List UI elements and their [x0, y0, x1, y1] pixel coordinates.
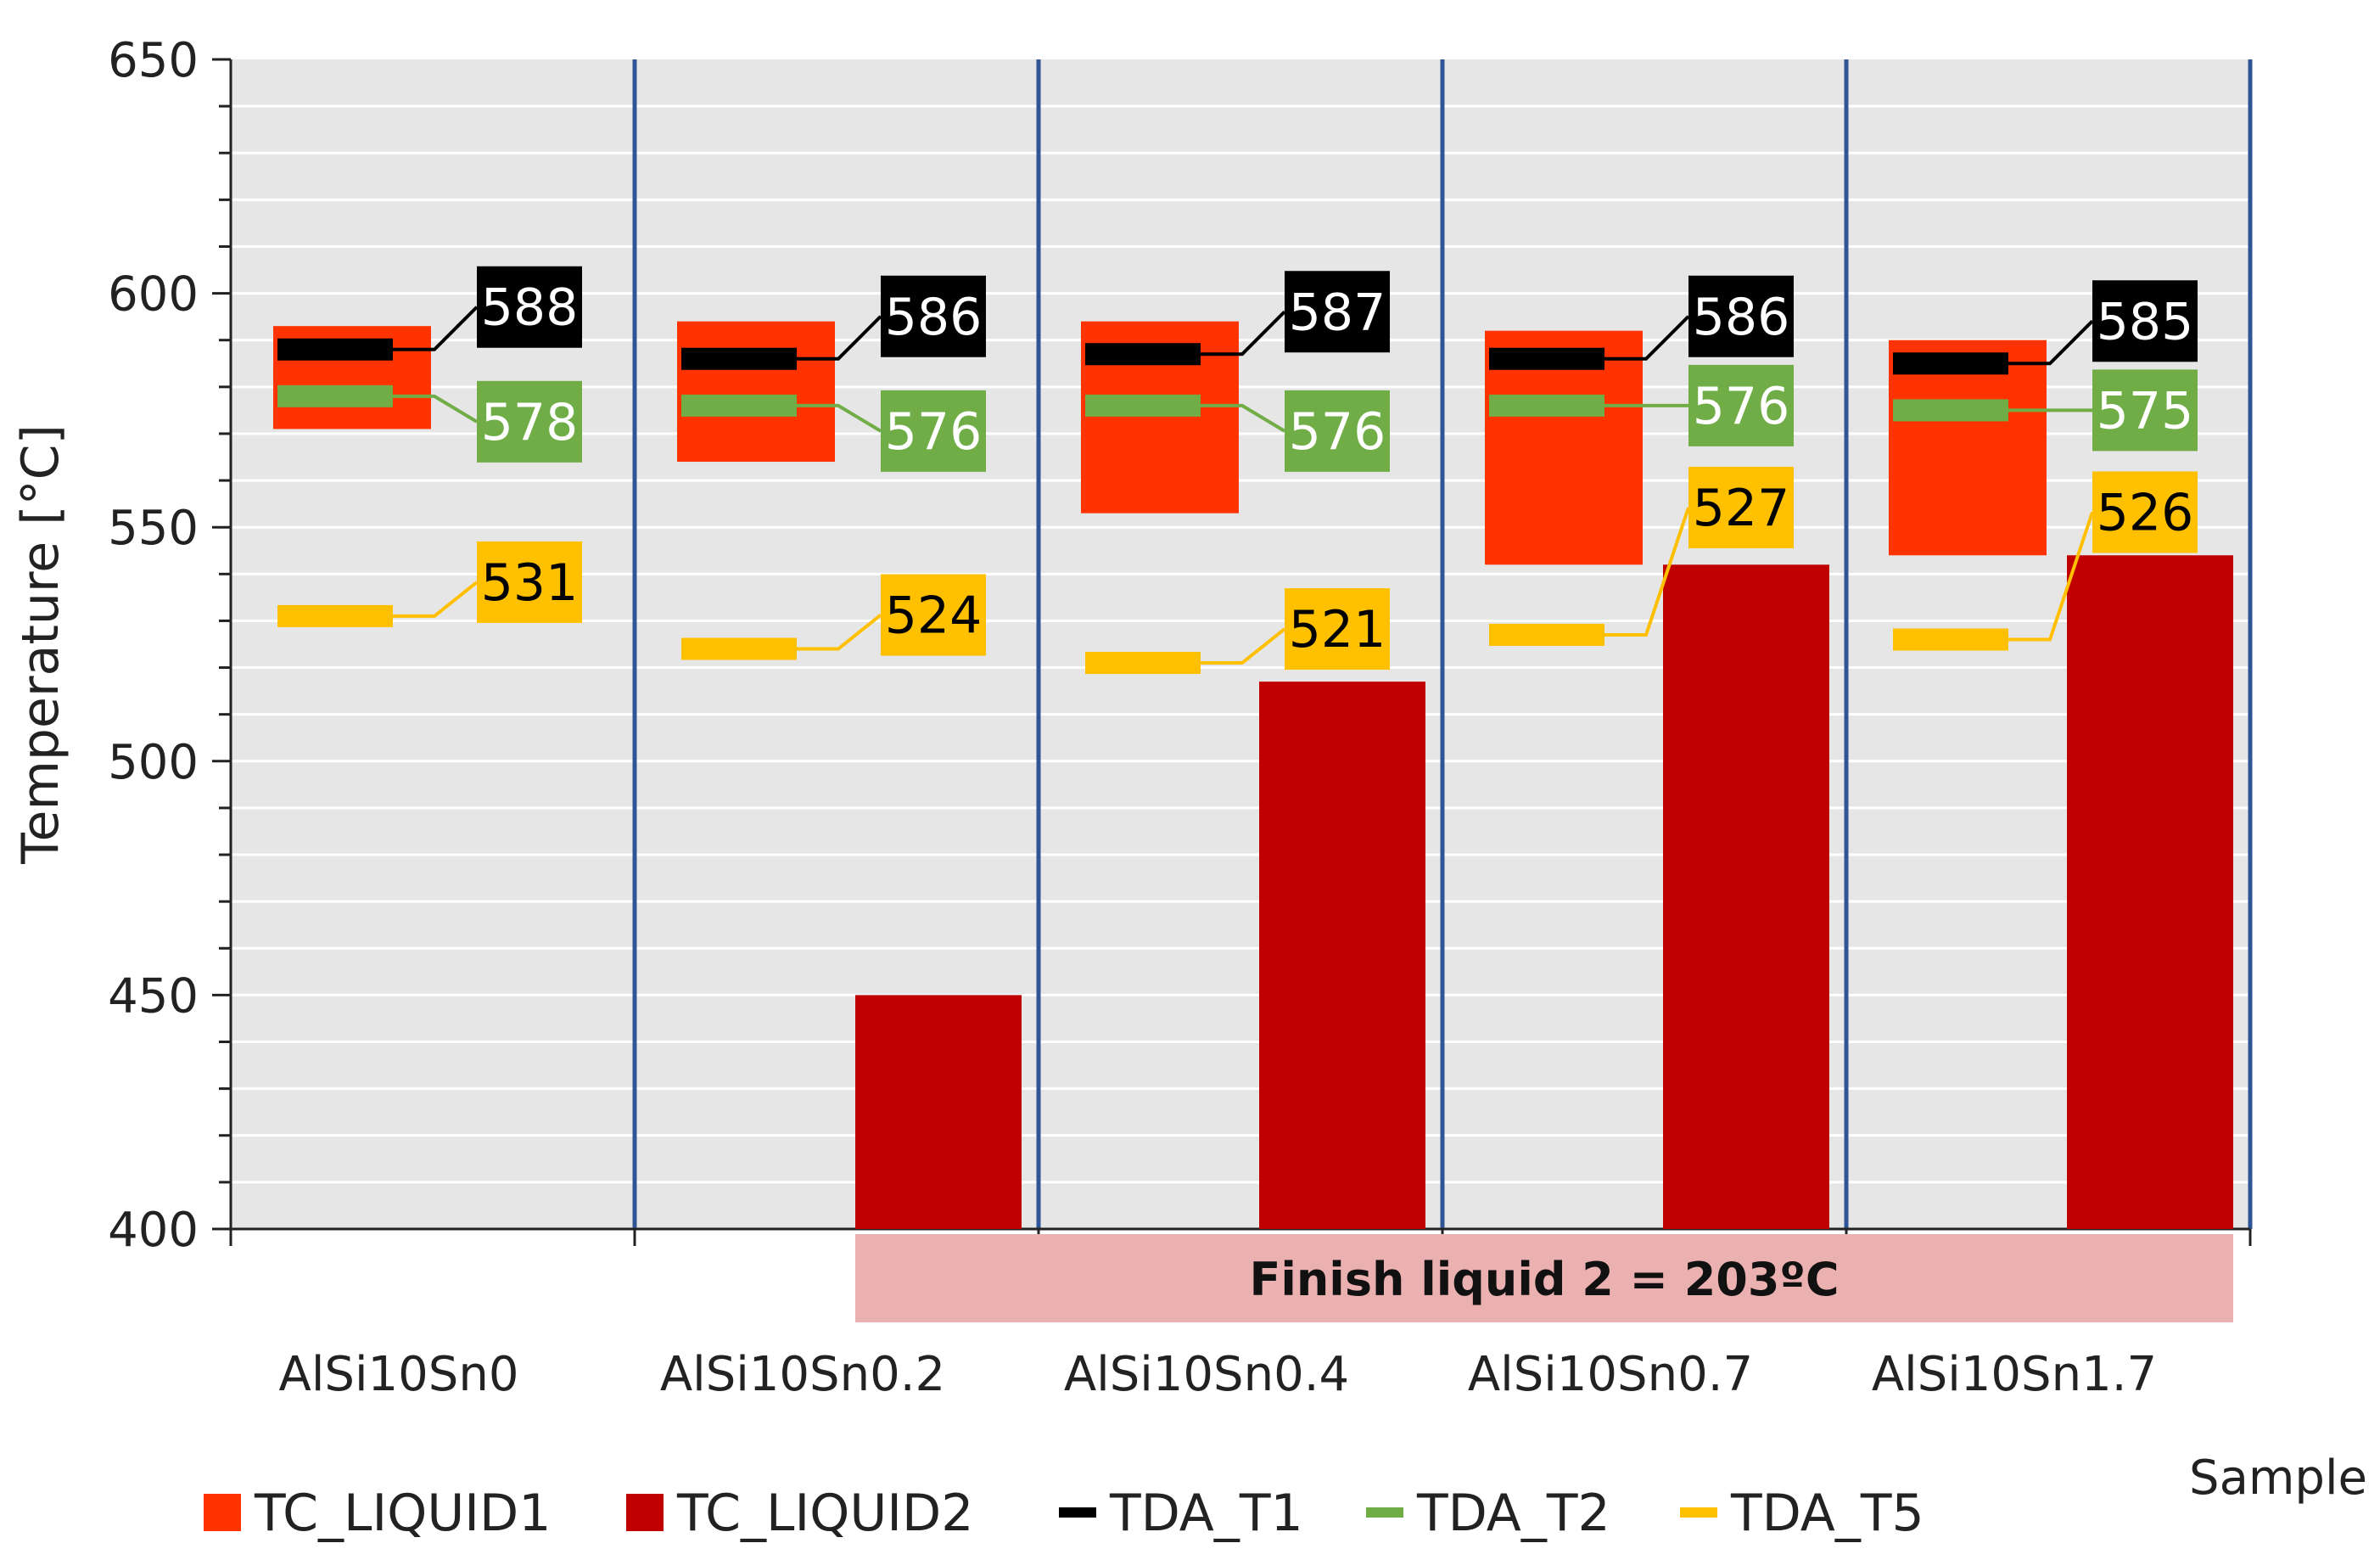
x-category-label: AlSi10Sn1.7: [1872, 1347, 2157, 1402]
tc-liquid2-bar: [1663, 564, 1829, 1229]
tda-t2-marker: [277, 384, 393, 407]
y-tick-label: 550: [108, 501, 199, 556]
y-tick-label: 650: [108, 33, 199, 88]
tda-t1-data-label: 586: [885, 288, 983, 347]
tda-t2-label-box: [881, 390, 986, 472]
finish-liquid-annotation-text: Finish liquid 2 = 203ºC: [1249, 1253, 1839, 1306]
tda-t2-label-box: [1688, 364, 1794, 446]
tda-t5-label-box: [1688, 466, 1794, 548]
tda-t5-label-box: [477, 541, 582, 623]
tda-t5-leader-line: [393, 581, 479, 618]
x-axis-title: Sample: [2189, 1451, 2367, 1506]
tda-t1-label-box: [477, 266, 582, 348]
legend-swatch-tda-t5: [1680, 1507, 1717, 1518]
tda-t1-label-box: [1285, 271, 1390, 353]
legend-swatch-tc-liquid2: [626, 1494, 664, 1531]
legend-swatch-tda-t1: [1059, 1507, 1096, 1518]
tda-t2-marker: [681, 394, 797, 417]
tda-t1-leader-line: [1201, 310, 1286, 356]
tda-t2-leader-line: [1201, 403, 1286, 433]
tda-t1-leader-line: [2008, 319, 2094, 366]
tda-t2-marker: [1893, 399, 2008, 422]
legend-label-tda-t5: TDA_T5: [1730, 1484, 1924, 1543]
y-tick-label: 500: [108, 735, 199, 790]
tda-t2-data-label: 576: [1289, 402, 1386, 462]
y-tick-label: 400: [108, 1203, 199, 1258]
tda-t2-label-box: [2092, 369, 2198, 452]
tc-liquid2-bar: [855, 995, 1022, 1229]
tda-t1-marker: [681, 347, 797, 370]
tda-t1-data-label: 588: [481, 278, 579, 338]
y-tick-label: 600: [108, 267, 199, 323]
tda-t2-label-box: [477, 380, 582, 463]
x-category-label: AlSi10Sn0: [279, 1347, 519, 1402]
tda-t5-leader-line: [797, 613, 882, 651]
legend-label-tda-t2: TDA_T2: [1416, 1484, 1610, 1543]
tda-t1-data-label: 585: [2097, 292, 2194, 351]
tda-t2-data-label: 578: [481, 393, 579, 452]
tda-t5-data-label: 531: [481, 553, 579, 613]
tda-t2-marker: [1489, 394, 1604, 417]
tda-t1-label-box: [2092, 280, 2198, 362]
tda-t1-marker: [1085, 343, 1201, 366]
y-tick-label: 450: [108, 968, 199, 1024]
tda-t2-data-label: 575: [2097, 381, 2194, 441]
tda-t1-label-box: [1688, 275, 1794, 357]
legend-swatch-tc-liquid1: [204, 1494, 241, 1531]
tda-t1-leader-line: [393, 306, 479, 351]
tda-t5-marker: [1489, 623, 1604, 646]
tda-t5-marker: [277, 604, 393, 627]
x-category-label: AlSi10Sn0.7: [1468, 1347, 1753, 1402]
tda-t5-data-label: 527: [1693, 479, 1790, 538]
tda-t1-label-box: [881, 275, 986, 357]
tda-t1-marker: [277, 338, 393, 361]
tda-t1-marker: [1489, 347, 1604, 370]
tda-t1-marker: [1893, 352, 2008, 375]
legend-label-tda-t1: TDA_T1: [1109, 1484, 1303, 1543]
tda-t5-leader-line: [2008, 511, 2094, 642]
tda-t1-leader-line: [1604, 315, 1690, 361]
tda-t5-marker: [681, 637, 797, 660]
tda-t5-marker: [1893, 628, 2008, 651]
tda-t5-data-label: 526: [2097, 483, 2194, 542]
tda-t2-data-label: 576: [1693, 377, 1790, 436]
tc-liquid1-bar: [1889, 339, 2047, 556]
tda-t2-leader-line: [797, 403, 882, 433]
tda-t5-label-box: [1285, 588, 1390, 671]
tda-t5-data-label: 524: [885, 586, 983, 646]
tda-t5-label-box: [881, 574, 986, 656]
x-category-label: AlSi10Sn0.4: [1064, 1347, 1349, 1402]
tda-t2-data-label: 576: [885, 402, 983, 462]
tda-t5-leader-line: [1604, 507, 1690, 637]
legend-label-tc-liquid1: TC_LIQUID1: [254, 1484, 551, 1543]
tc-liquid2-bar: [1259, 682, 1425, 1229]
tda-t5-leader-line: [1201, 627, 1286, 665]
tc-liquid2-bar: [2067, 555, 2233, 1229]
tda-t5-label-box: [2092, 471, 2198, 553]
tda-t1-data-label: 587: [1289, 283, 1386, 342]
tda-t2-leader-line: [393, 394, 479, 424]
x-category-label: AlSi10Sn0.2: [660, 1347, 945, 1402]
legend-swatch-tda-t2: [1366, 1507, 1403, 1518]
legend-label-tc-liquid2: TC_LIQUID2: [676, 1484, 973, 1543]
y-axis-title: Temperature [°C]: [11, 424, 70, 865]
tda-t5-data-label: 521: [1289, 600, 1386, 659]
tda-t5-marker: [1085, 652, 1201, 675]
tda-t1-leader-line: [797, 315, 882, 361]
tc-liquid1-bar: [677, 321, 835, 463]
tda-t2-label-box: [1285, 390, 1390, 472]
tda-t1-data-label: 586: [1693, 288, 1790, 347]
finish-liquid-annotation-band: [855, 1234, 2233, 1322]
tda-t2-marker: [1085, 394, 1201, 417]
